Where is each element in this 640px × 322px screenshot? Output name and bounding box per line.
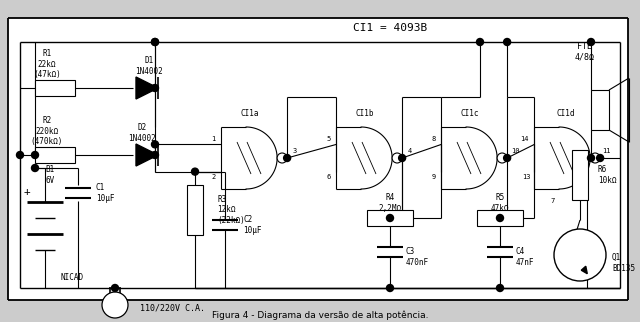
Text: 4: 4 bbox=[408, 148, 412, 154]
Circle shape bbox=[590, 153, 600, 163]
Circle shape bbox=[17, 151, 24, 158]
Circle shape bbox=[497, 214, 504, 222]
Text: 110/220V C.A.: 110/220V C.A. bbox=[140, 304, 205, 312]
Circle shape bbox=[399, 155, 406, 162]
Circle shape bbox=[504, 155, 511, 162]
Text: 13: 13 bbox=[522, 174, 531, 180]
Circle shape bbox=[588, 39, 595, 45]
Text: 2: 2 bbox=[211, 174, 216, 180]
Text: FTE
4/8Ω: FTE 4/8Ω bbox=[575, 42, 595, 62]
Circle shape bbox=[387, 285, 394, 291]
FancyBboxPatch shape bbox=[35, 147, 75, 163]
Circle shape bbox=[392, 153, 402, 163]
Circle shape bbox=[102, 292, 128, 318]
Text: CI1d: CI1d bbox=[557, 109, 575, 118]
Text: Figura 4 - Diagrama da versão de alta potência.: Figura 4 - Diagrama da versão de alta po… bbox=[212, 310, 428, 320]
Text: 1: 1 bbox=[211, 136, 216, 142]
Circle shape bbox=[284, 155, 291, 162]
FancyBboxPatch shape bbox=[572, 150, 588, 200]
FancyBboxPatch shape bbox=[8, 18, 628, 300]
Text: R1
22kΩ
(47kΩ): R1 22kΩ (47kΩ) bbox=[33, 49, 61, 79]
FancyBboxPatch shape bbox=[477, 210, 523, 226]
Text: B1
6V: B1 6V bbox=[45, 165, 54, 185]
Text: C2
10μF: C2 10μF bbox=[243, 215, 262, 234]
Text: Q1
BD135: Q1 BD135 bbox=[612, 253, 635, 273]
Circle shape bbox=[31, 151, 38, 158]
Circle shape bbox=[152, 39, 159, 45]
Text: D1
1N4002: D1 1N4002 bbox=[135, 56, 163, 76]
Text: 11: 11 bbox=[602, 148, 611, 154]
Text: R2
220kΩ
(470kΩ): R2 220kΩ (470kΩ) bbox=[31, 116, 63, 146]
Text: R6
10kΩ: R6 10kΩ bbox=[598, 165, 616, 185]
Text: 5: 5 bbox=[326, 136, 331, 142]
Text: R5
47kΩ: R5 47kΩ bbox=[491, 193, 509, 213]
Text: CI1c: CI1c bbox=[461, 109, 479, 118]
Circle shape bbox=[111, 285, 118, 291]
Text: CI1b: CI1b bbox=[356, 109, 374, 118]
Circle shape bbox=[504, 39, 511, 45]
Text: 7: 7 bbox=[551, 198, 555, 204]
Circle shape bbox=[191, 168, 198, 175]
Circle shape bbox=[152, 151, 159, 158]
Text: 8: 8 bbox=[431, 136, 436, 142]
Circle shape bbox=[152, 84, 159, 91]
Text: NICAD: NICAD bbox=[60, 272, 84, 281]
FancyBboxPatch shape bbox=[591, 90, 609, 130]
Circle shape bbox=[497, 153, 507, 163]
Text: R3
12kΩ
(22kΩ): R3 12kΩ (22kΩ) bbox=[217, 195, 244, 225]
Circle shape bbox=[588, 155, 595, 162]
Text: D2
1N4002: D2 1N4002 bbox=[128, 123, 156, 143]
Circle shape bbox=[152, 39, 159, 45]
Polygon shape bbox=[136, 144, 158, 166]
Circle shape bbox=[387, 214, 394, 222]
Text: 6: 6 bbox=[326, 174, 331, 180]
FancyBboxPatch shape bbox=[367, 210, 413, 226]
Circle shape bbox=[31, 165, 38, 172]
Circle shape bbox=[596, 155, 604, 162]
Text: R4
2,2MΩ: R4 2,2MΩ bbox=[378, 193, 401, 213]
Circle shape bbox=[152, 141, 159, 148]
Text: +: + bbox=[24, 187, 30, 197]
Circle shape bbox=[477, 39, 483, 45]
Text: CI1 = 4093B: CI1 = 4093B bbox=[353, 23, 427, 33]
Text: 14: 14 bbox=[520, 136, 529, 142]
Text: 3: 3 bbox=[293, 148, 297, 154]
Circle shape bbox=[277, 153, 287, 163]
FancyBboxPatch shape bbox=[187, 185, 203, 235]
Text: 10: 10 bbox=[511, 148, 520, 154]
Text: CI1a: CI1a bbox=[241, 109, 259, 118]
Circle shape bbox=[554, 229, 606, 281]
Polygon shape bbox=[581, 266, 588, 274]
Text: C3
470nF: C3 470nF bbox=[406, 247, 429, 267]
Polygon shape bbox=[136, 77, 158, 99]
Text: C4
47nF: C4 47nF bbox=[516, 247, 534, 267]
Text: 9: 9 bbox=[431, 174, 436, 180]
Circle shape bbox=[497, 285, 504, 291]
Text: C1
10μF: C1 10μF bbox=[96, 183, 115, 203]
FancyBboxPatch shape bbox=[35, 80, 75, 96]
